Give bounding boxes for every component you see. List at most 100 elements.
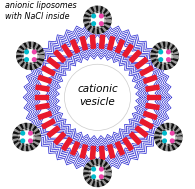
Wedge shape bbox=[90, 171, 91, 173]
Wedge shape bbox=[164, 143, 167, 145]
Wedge shape bbox=[101, 24, 103, 27]
Wedge shape bbox=[90, 180, 94, 186]
Wedge shape bbox=[105, 168, 111, 171]
Wedge shape bbox=[39, 53, 44, 56]
Wedge shape bbox=[21, 145, 25, 150]
Wedge shape bbox=[166, 143, 168, 145]
Polygon shape bbox=[135, 126, 148, 137]
Circle shape bbox=[21, 131, 25, 135]
Wedge shape bbox=[17, 143, 22, 148]
Wedge shape bbox=[155, 139, 160, 142]
Circle shape bbox=[170, 131, 174, 135]
Wedge shape bbox=[95, 181, 98, 187]
Wedge shape bbox=[99, 6, 103, 12]
Polygon shape bbox=[129, 132, 141, 145]
Circle shape bbox=[92, 14, 96, 18]
Wedge shape bbox=[17, 53, 22, 56]
Polygon shape bbox=[42, 66, 55, 76]
Circle shape bbox=[25, 50, 28, 54]
Wedge shape bbox=[35, 139, 40, 142]
Wedge shape bbox=[85, 23, 90, 27]
Wedge shape bbox=[165, 48, 167, 50]
Wedge shape bbox=[161, 139, 163, 141]
Wedge shape bbox=[173, 56, 178, 58]
Polygon shape bbox=[144, 75, 157, 83]
Wedge shape bbox=[176, 139, 182, 142]
Wedge shape bbox=[21, 142, 23, 144]
Wedge shape bbox=[93, 178, 96, 181]
Wedge shape bbox=[90, 18, 91, 20]
Wedge shape bbox=[90, 167, 93, 170]
Wedge shape bbox=[27, 143, 29, 145]
Wedge shape bbox=[33, 142, 38, 147]
Wedge shape bbox=[92, 28, 96, 33]
Wedge shape bbox=[28, 64, 30, 69]
Wedge shape bbox=[165, 64, 167, 69]
Polygon shape bbox=[36, 85, 49, 91]
Wedge shape bbox=[172, 124, 176, 130]
Wedge shape bbox=[98, 6, 100, 12]
Polygon shape bbox=[129, 50, 141, 62]
Wedge shape bbox=[155, 62, 160, 67]
Wedge shape bbox=[157, 43, 161, 49]
Wedge shape bbox=[156, 129, 161, 134]
Wedge shape bbox=[25, 49, 27, 51]
Wedge shape bbox=[34, 43, 38, 49]
Circle shape bbox=[29, 139, 32, 143]
Wedge shape bbox=[99, 181, 103, 186]
Wedge shape bbox=[84, 170, 89, 173]
Wedge shape bbox=[98, 26, 100, 28]
Circle shape bbox=[167, 50, 170, 54]
Wedge shape bbox=[171, 54, 173, 56]
Polygon shape bbox=[90, 35, 96, 48]
Wedge shape bbox=[105, 22, 111, 25]
Polygon shape bbox=[71, 40, 80, 53]
Circle shape bbox=[92, 167, 96, 171]
Wedge shape bbox=[104, 178, 109, 183]
Circle shape bbox=[159, 50, 171, 62]
Wedge shape bbox=[106, 170, 111, 173]
Wedge shape bbox=[153, 60, 159, 65]
Wedge shape bbox=[162, 62, 165, 64]
Wedge shape bbox=[105, 165, 110, 170]
Circle shape bbox=[167, 58, 170, 61]
Wedge shape bbox=[103, 175, 105, 177]
Wedge shape bbox=[168, 145, 171, 151]
Polygon shape bbox=[123, 137, 133, 150]
Wedge shape bbox=[101, 166, 103, 168]
Polygon shape bbox=[146, 103, 159, 110]
Wedge shape bbox=[163, 124, 167, 129]
Wedge shape bbox=[176, 132, 182, 135]
Wedge shape bbox=[105, 15, 111, 18]
Wedge shape bbox=[99, 178, 102, 181]
Wedge shape bbox=[174, 133, 176, 135]
Wedge shape bbox=[21, 130, 23, 132]
Polygon shape bbox=[42, 119, 55, 129]
Wedge shape bbox=[32, 64, 36, 69]
Wedge shape bbox=[101, 13, 103, 15]
Polygon shape bbox=[62, 44, 72, 57]
Wedge shape bbox=[174, 127, 180, 132]
Wedge shape bbox=[104, 25, 109, 29]
Wedge shape bbox=[19, 133, 21, 135]
Wedge shape bbox=[98, 159, 100, 165]
Wedge shape bbox=[104, 173, 105, 175]
Wedge shape bbox=[93, 12, 96, 14]
Wedge shape bbox=[28, 143, 31, 145]
Wedge shape bbox=[30, 64, 33, 69]
Wedge shape bbox=[86, 25, 91, 29]
Wedge shape bbox=[168, 143, 170, 145]
Wedge shape bbox=[32, 42, 36, 48]
Wedge shape bbox=[161, 140, 164, 143]
Wedge shape bbox=[102, 167, 105, 170]
Wedge shape bbox=[166, 61, 169, 64]
Wedge shape bbox=[175, 137, 176, 139]
Wedge shape bbox=[162, 48, 165, 50]
Circle shape bbox=[99, 14, 103, 18]
Wedge shape bbox=[30, 62, 33, 64]
Wedge shape bbox=[26, 61, 29, 64]
Wedge shape bbox=[32, 48, 35, 50]
Wedge shape bbox=[99, 12, 102, 14]
Wedge shape bbox=[92, 13, 94, 15]
Wedge shape bbox=[34, 49, 36, 51]
